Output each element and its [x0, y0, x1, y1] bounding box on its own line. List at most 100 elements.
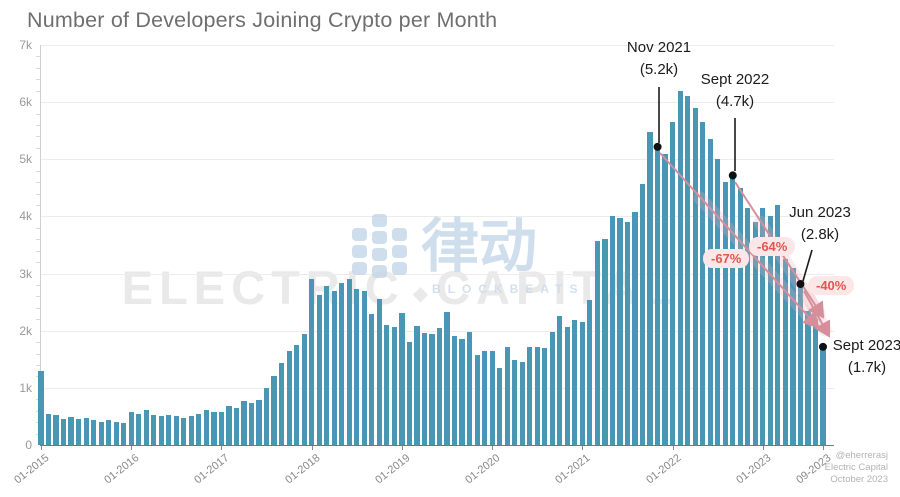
x-axis-tick	[762, 446, 764, 450]
credit-date: October 2023	[830, 474, 888, 485]
annotation-sept-2023: Sept 2023 (1.7k)	[832, 335, 900, 379]
bar	[752, 222, 758, 445]
bar	[692, 107, 698, 445]
annotation-nov-2021: Nov 2021 (5.2k)	[613, 37, 705, 81]
bar	[188, 416, 194, 445]
bar	[466, 331, 473, 445]
bar	[38, 370, 44, 445]
bar	[421, 333, 428, 445]
diamond-icon: ◆	[412, 282, 429, 305]
bar	[218, 411, 225, 445]
blockbeats-logo-icon	[352, 214, 407, 278]
bar	[647, 132, 653, 445]
y-minor-tick	[36, 170, 40, 172]
bar	[256, 399, 262, 445]
credit-handle: @eherrerasj	[835, 450, 888, 461]
bar	[579, 321, 585, 445]
bar	[91, 419, 97, 445]
bar	[715, 159, 721, 445]
bar	[812, 319, 819, 445]
bar	[737, 187, 743, 445]
y-minor-tick	[36, 364, 40, 366]
y-minor-tick	[36, 410, 40, 412]
y-axis-label: 2k	[19, 323, 32, 338]
x-axis-tick	[672, 446, 674, 450]
y-minor-tick	[36, 296, 40, 298]
y-minor-tick	[36, 284, 40, 286]
x-axis-line	[40, 445, 834, 446]
gridline	[40, 44, 834, 46]
y-axis-label: 6k	[19, 95, 32, 110]
bar	[309, 279, 315, 445]
bar	[474, 354, 480, 445]
bar	[549, 331, 555, 445]
y-minor-tick	[36, 56, 40, 58]
bar	[519, 361, 525, 445]
bar	[489, 351, 495, 445]
bar	[339, 283, 345, 445]
bar	[181, 418, 187, 445]
y-minor-tick	[36, 147, 40, 149]
bar	[670, 122, 676, 445]
y-minor-tick	[36, 376, 40, 378]
bar	[624, 222, 631, 445]
bar	[263, 387, 270, 445]
bar	[685, 96, 691, 445]
bar	[406, 341, 413, 445]
bar	[587, 300, 593, 445]
bar	[136, 413, 142, 445]
bar	[707, 139, 713, 445]
y-minor-tick	[36, 124, 40, 126]
bar	[564, 327, 570, 445]
gridline	[40, 216, 834, 218]
y-minor-tick	[36, 342, 40, 344]
bar	[294, 345, 300, 445]
bar	[527, 347, 533, 445]
bar	[128, 411, 134, 445]
bar	[45, 413, 52, 445]
y-minor-tick	[36, 227, 40, 229]
y-axis-label: 4k	[19, 209, 32, 224]
bar	[106, 419, 112, 445]
bar	[782, 259, 788, 445]
bar	[609, 216, 616, 445]
annotation-value: (5.2k)	[639, 61, 679, 78]
annotation-value: (1.7k)	[847, 359, 887, 376]
bar	[429, 333, 435, 445]
bar	[173, 416, 179, 445]
bar	[75, 418, 82, 445]
decline-label-40: -40%	[808, 276, 855, 295]
bar	[279, 363, 285, 445]
x-axis-tick	[582, 446, 584, 450]
x-axis-tick	[492, 446, 494, 450]
y-minor-tick	[36, 433, 40, 435]
bar	[662, 153, 668, 445]
bar	[151, 414, 157, 445]
bar	[324, 286, 330, 445]
bar	[451, 336, 458, 445]
y-minor-tick	[36, 113, 40, 115]
y-minor-tick	[36, 67, 40, 69]
y-axis-label: 7k	[19, 37, 32, 52]
y-axis-label: 1k	[19, 380, 32, 395]
bar	[121, 423, 127, 445]
bar	[572, 319, 578, 445]
gridline	[40, 159, 834, 161]
bar	[730, 176, 736, 445]
gridline	[40, 273, 834, 275]
bar	[331, 290, 337, 445]
bar	[790, 267, 796, 445]
bar	[248, 403, 255, 445]
bar	[594, 241, 600, 445]
bar	[677, 90, 683, 445]
bar	[271, 376, 277, 445]
y-minor-tick	[36, 193, 40, 195]
chart-title: Number of Developers Joining Crypto per …	[27, 8, 498, 32]
decline-label-64: -64%	[749, 237, 796, 256]
bar	[301, 333, 307, 445]
bar	[391, 327, 397, 445]
x-axis-tick	[401, 446, 403, 450]
y-axis-label: 3k	[19, 266, 32, 281]
bar	[53, 414, 59, 445]
annotation-value: (4.7k)	[715, 93, 755, 110]
